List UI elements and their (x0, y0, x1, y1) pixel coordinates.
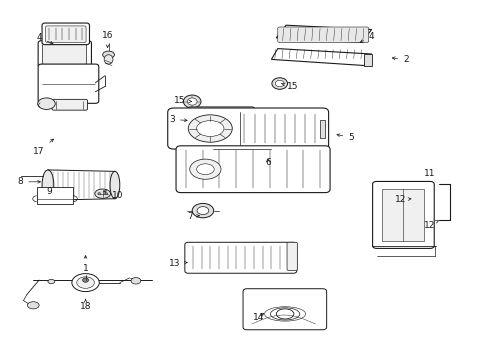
FancyBboxPatch shape (176, 146, 329, 193)
Text: 2: 2 (391, 55, 408, 64)
Ellipse shape (38, 98, 55, 109)
Ellipse shape (183, 95, 201, 108)
Ellipse shape (131, 278, 141, 284)
Text: 9: 9 (46, 187, 52, 196)
Text: 4: 4 (36, 33, 53, 44)
Bar (382, 189, 424, 241)
Ellipse shape (82, 278, 88, 282)
Ellipse shape (102, 51, 114, 58)
Ellipse shape (95, 189, 110, 198)
Ellipse shape (104, 55, 113, 64)
FancyBboxPatch shape (38, 64, 99, 103)
Polygon shape (271, 49, 371, 66)
FancyBboxPatch shape (187, 107, 254, 127)
Bar (37, 187, 73, 204)
Ellipse shape (98, 193, 101, 195)
Ellipse shape (196, 121, 224, 136)
Ellipse shape (27, 302, 39, 309)
Text: 6: 6 (264, 158, 270, 167)
FancyBboxPatch shape (372, 181, 433, 248)
Ellipse shape (196, 164, 214, 175)
Text: 15: 15 (174, 96, 191, 105)
Ellipse shape (192, 203, 213, 218)
FancyBboxPatch shape (45, 26, 86, 42)
Ellipse shape (187, 98, 197, 105)
Text: 18: 18 (80, 299, 91, 311)
Text: 7: 7 (186, 212, 199, 221)
Text: 14: 14 (252, 313, 264, 322)
FancyBboxPatch shape (38, 41, 91, 67)
Bar (320, 120, 325, 138)
Ellipse shape (197, 207, 208, 215)
Ellipse shape (189, 159, 221, 179)
Text: 17: 17 (33, 139, 53, 156)
Text: 3: 3 (169, 115, 187, 124)
Ellipse shape (77, 277, 94, 288)
Text: 12: 12 (394, 195, 410, 204)
Text: 11: 11 (423, 169, 434, 178)
Text: 13: 13 (169, 259, 187, 268)
Text: 10: 10 (103, 190, 123, 199)
FancyBboxPatch shape (42, 23, 89, 45)
Ellipse shape (72, 274, 99, 292)
FancyBboxPatch shape (277, 27, 368, 42)
Ellipse shape (48, 279, 55, 284)
Text: 16: 16 (102, 31, 113, 48)
Polygon shape (276, 25, 371, 42)
FancyBboxPatch shape (52, 99, 87, 110)
Text: 1: 1 (82, 256, 88, 273)
Ellipse shape (110, 171, 120, 199)
Text: 4: 4 (360, 32, 374, 42)
FancyBboxPatch shape (286, 242, 297, 270)
Ellipse shape (271, 78, 287, 89)
Text: 15: 15 (281, 82, 298, 91)
FancyBboxPatch shape (184, 242, 296, 273)
Polygon shape (364, 54, 371, 66)
FancyBboxPatch shape (167, 108, 328, 149)
Text: 8: 8 (18, 177, 41, 186)
Ellipse shape (188, 115, 232, 142)
Text: 12: 12 (423, 220, 438, 230)
Ellipse shape (275, 80, 284, 87)
FancyBboxPatch shape (42, 44, 86, 65)
Ellipse shape (104, 193, 107, 195)
Ellipse shape (42, 170, 54, 200)
Text: 5: 5 (336, 133, 353, 142)
FancyBboxPatch shape (243, 289, 326, 330)
